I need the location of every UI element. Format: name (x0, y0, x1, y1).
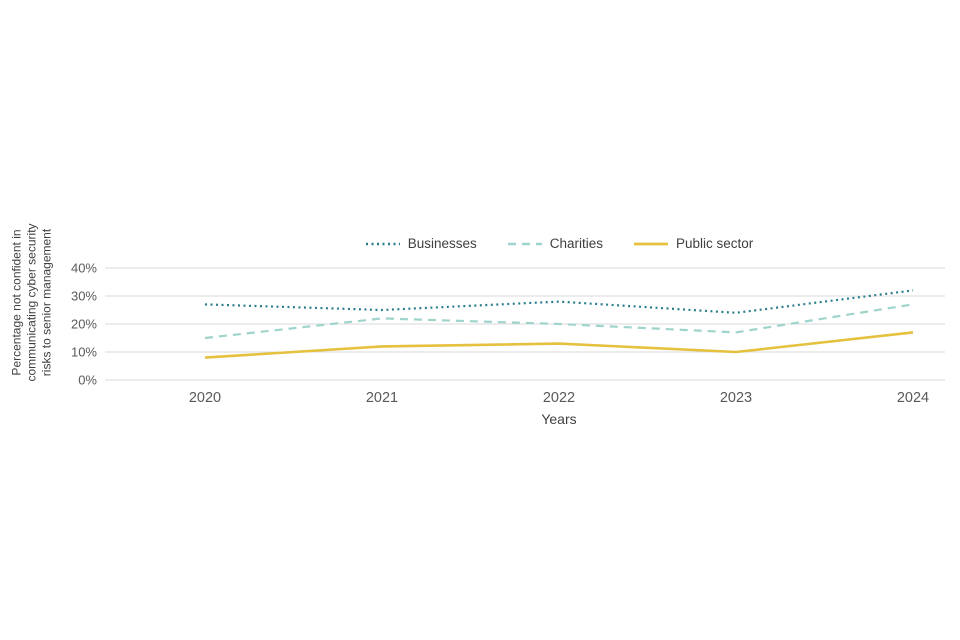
legend-swatch-dotted-line-icon (365, 242, 400, 245)
x-tick-label: 2020 (189, 390, 221, 406)
y-tick-label: 0% (78, 373, 97, 388)
legend-swatch-dashed-line-icon (507, 242, 542, 245)
legend-label: Charities (549, 236, 604, 251)
y-tick-label: 30% (71, 289, 97, 304)
legend-label: Businesses (407, 236, 477, 251)
legend-item-public-sector: Public sector (633, 236, 753, 251)
legend-swatch-solid-line-icon (634, 242, 669, 245)
series-line-public-sector (204, 331, 914, 359)
y-tick-label: 40% (71, 261, 97, 276)
chart-legend: Businesses Charities Public sector (205, 236, 913, 251)
legend-item-charities: Charities (507, 236, 603, 251)
x-tick-label: 2024 (897, 390, 929, 406)
y-tick-label: 10% (71, 345, 97, 360)
x-tick-label: 2022 (543, 390, 575, 406)
y-tick-label: 20% (71, 317, 97, 332)
series-line-businesses (204, 289, 914, 314)
x-axis-title: Years (541, 411, 577, 427)
x-tick-label: 2023 (720, 390, 752, 406)
legend-label: Public sector (676, 236, 754, 251)
x-tick-label: 2021 (366, 390, 398, 406)
legend-item-businesses: Businesses (365, 236, 477, 251)
series-line-charities (204, 303, 914, 340)
